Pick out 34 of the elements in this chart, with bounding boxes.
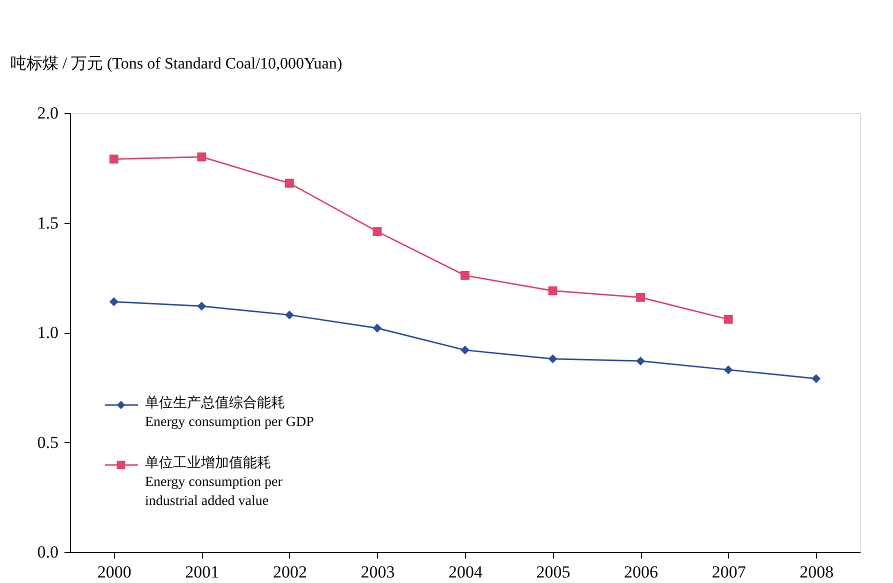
- point: [636, 292, 646, 302]
- point: [284, 310, 294, 320]
- point: [197, 302, 206, 311]
- y-tick-label: 0.5: [37, 432, 58, 452]
- x-tick-label: 2001: [185, 562, 220, 582]
- y-tick-label: 1.5: [37, 213, 58, 232]
- point: [372, 227, 382, 236]
- point: [109, 154, 118, 164]
- x-tick-label: 2005: [536, 562, 570, 582]
- y-tick-label: 2.0: [37, 104, 58, 122]
- point: [548, 354, 558, 364]
- legend-label: 单位工业增加值能耗 Energy consumption per industrial added value: [145, 455, 283, 509]
- x-tick-label: 2008: [800, 562, 834, 582]
- point: [109, 297, 118, 306]
- x-tick-label: 2003: [360, 562, 395, 582]
- point: [636, 356, 646, 366]
- point: [724, 365, 733, 374]
- point: [812, 374, 821, 384]
- point: [724, 314, 733, 324]
- x-tick-label: 2006: [624, 562, 658, 582]
- point: [197, 152, 206, 162]
- x-tick-label: 2000: [97, 562, 132, 582]
- y-axis-title: 吨标煤 / 万元 (Tons of Standard Coal/10,000Yuan): [10, 54, 342, 72]
- point: [460, 270, 470, 280]
- x-tick-label: 2007: [712, 562, 746, 582]
- point: [372, 324, 382, 333]
- point: [284, 178, 294, 188]
- legend-label: 单位生产总值综合能耗 Energy consumption per GDP: [145, 395, 314, 430]
- y-tick-label: 0.0: [37, 542, 58, 562]
- x-tick-label: 2004: [448, 562, 483, 582]
- y-tick-label: 1.0: [37, 323, 58, 342]
- point: [548, 286, 558, 296]
- x-tick-label: 2002: [272, 562, 307, 582]
- point: [460, 346, 470, 355]
